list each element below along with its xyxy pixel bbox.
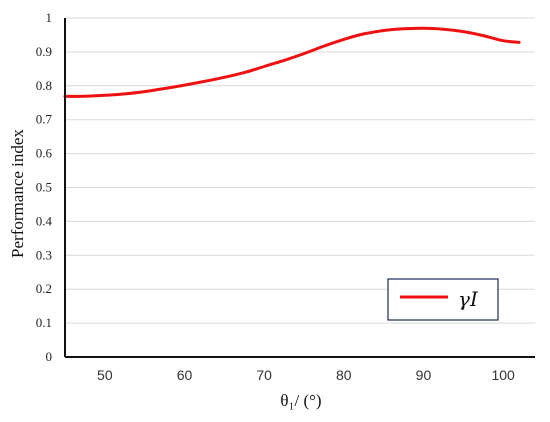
x-tick-label: 50	[97, 367, 113, 383]
series-layer	[63, 26, 521, 98]
x-tick-label: 80	[336, 367, 352, 383]
x-tick-labels: 50 60 70 80 90 100	[97, 367, 515, 383]
y-tick-label: 0.3	[36, 247, 52, 262]
x-tick-label: 90	[416, 367, 432, 383]
y-tick-label: 0.6	[36, 146, 53, 161]
y-tick-label: 1	[46, 10, 53, 25]
y-tick-label: 0.1	[36, 315, 52, 330]
x-axis-title: θ₁/ (°)	[280, 391, 321, 410]
x-tick-label: 70	[256, 367, 272, 383]
series-line	[63, 26, 521, 98]
y-tick-label: 0.4	[36, 213, 53, 228]
y-tick-label: 0.5	[36, 180, 52, 195]
y-tick-label: 0.8	[36, 78, 52, 93]
y-tick-label: 0.2	[36, 281, 52, 296]
y-tick-labels: 0 0.1 0.2 0.3 0.4 0.5 0.6 0.7 0.8 0.9 1	[36, 10, 53, 364]
x-tick-label: 60	[177, 367, 193, 383]
y-axis-title: Performance index	[8, 129, 27, 258]
legend-box	[387, 278, 499, 321]
legend-label: γI	[458, 287, 479, 311]
y-tick-label: 0	[46, 349, 53, 364]
legend: γI	[387, 278, 499, 321]
gridlines	[65, 17, 535, 324]
y-tick-label: 0.7	[36, 112, 53, 127]
x-tick-label: 100	[491, 367, 515, 383]
y-tick-label: 0.9	[36, 44, 52, 59]
